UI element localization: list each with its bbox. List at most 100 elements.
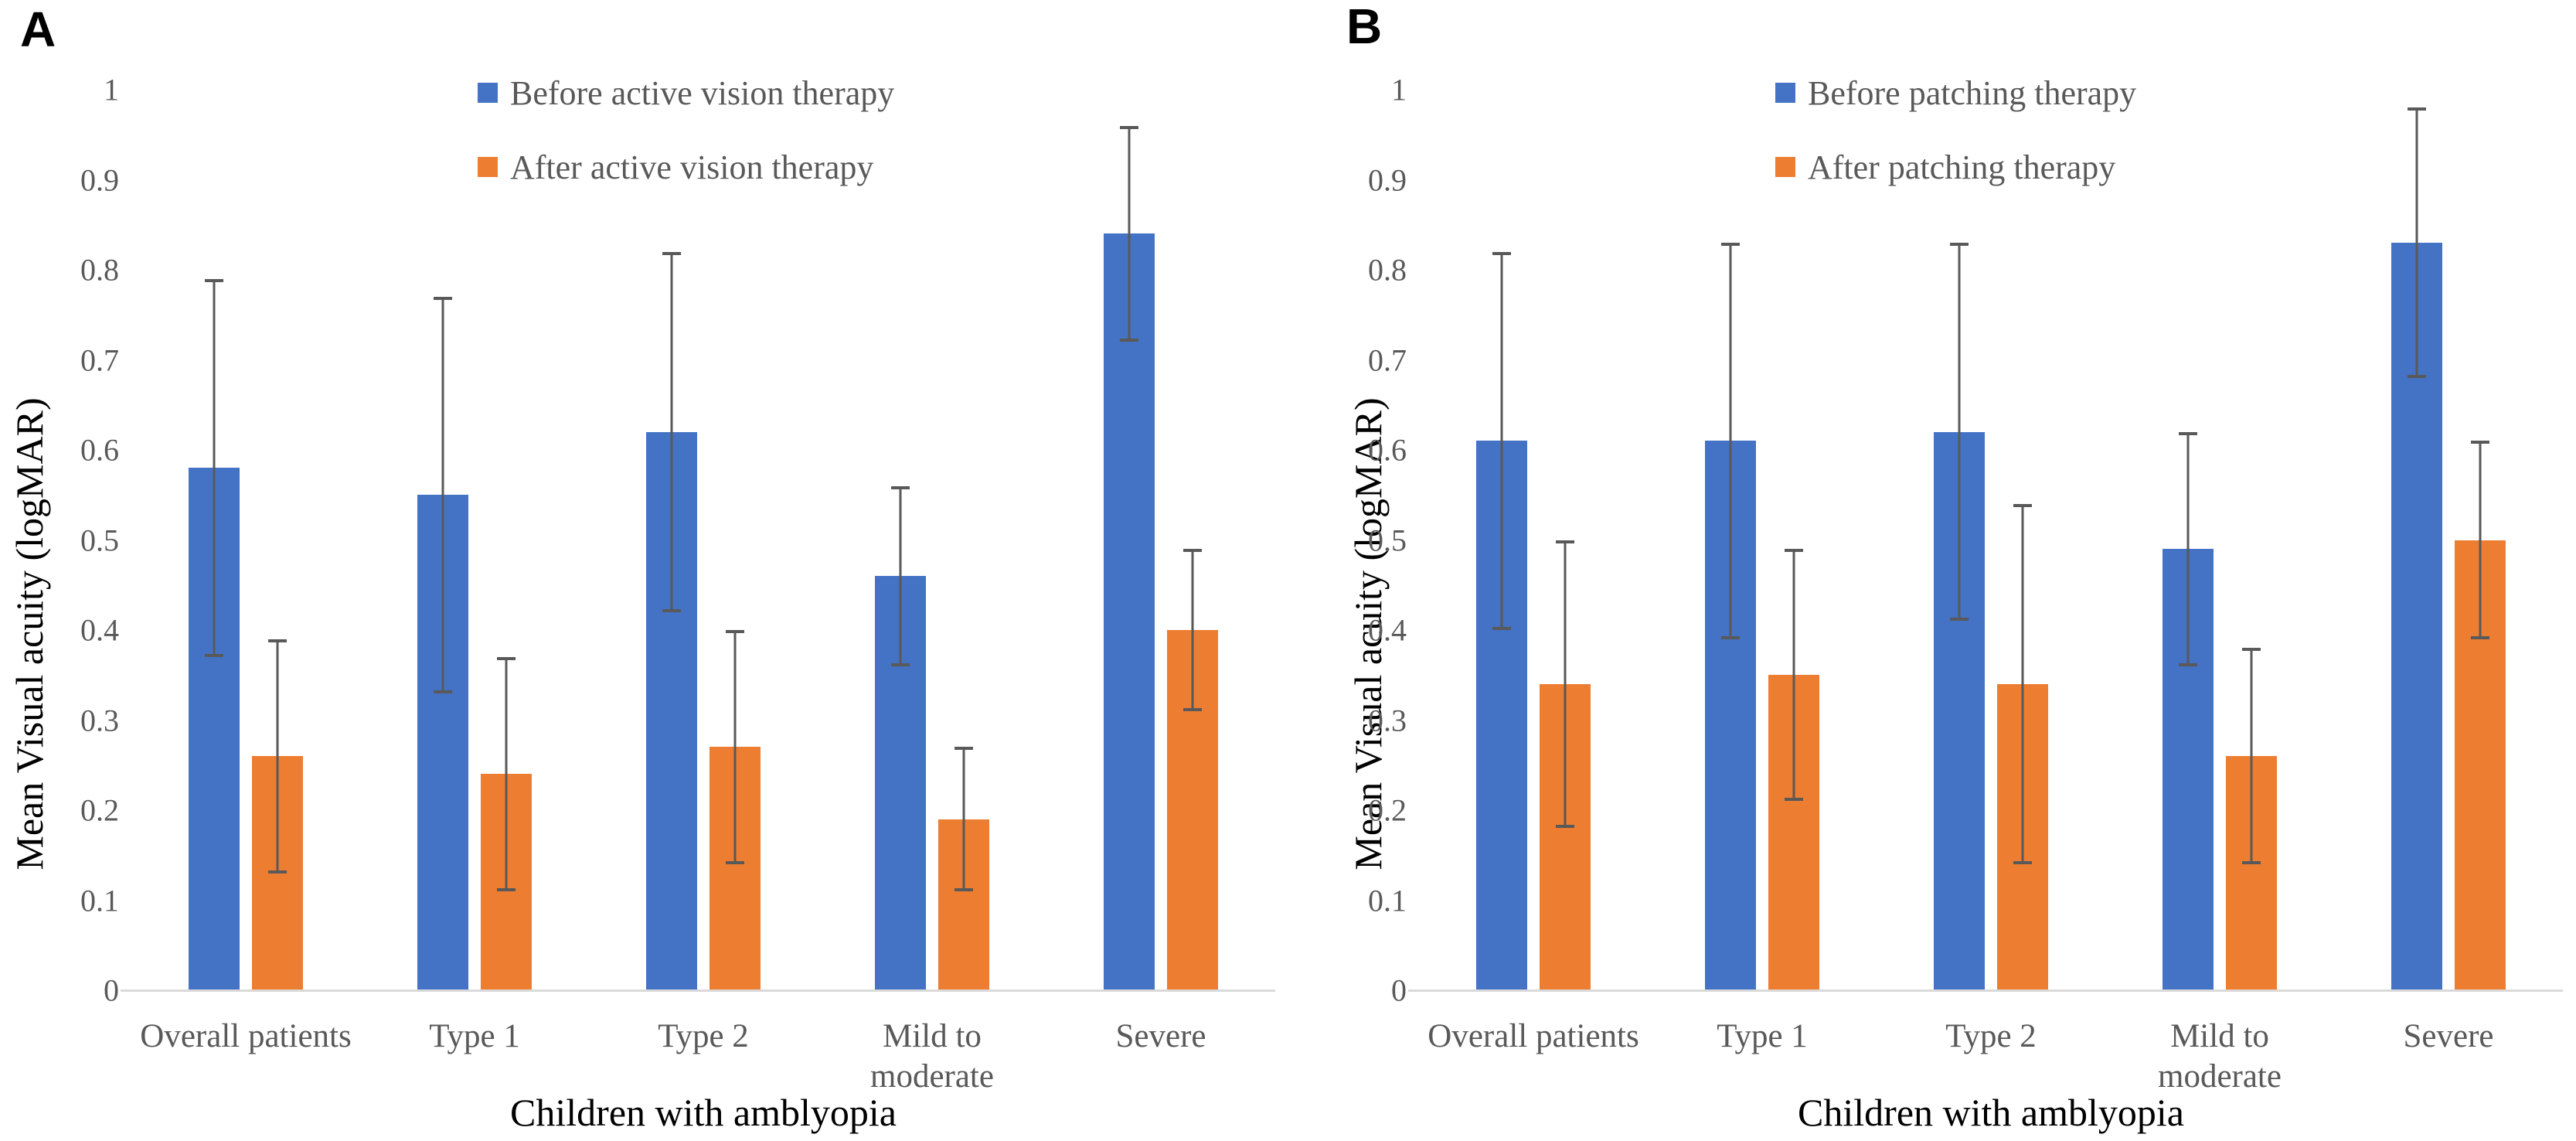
error-bar-line — [899, 485, 902, 666]
category-group-type-1: Type 1 — [360, 90, 589, 1054]
error-bar-cap-bot — [1120, 339, 1138, 342]
panel-A: A Before active vision therapy After act… — [8, 2, 1275, 1134]
error-bar-after-mild-to-moderate — [2242, 648, 2261, 864]
error-bar-cap-bot — [268, 870, 287, 874]
error-bar-cap-top — [662, 251, 681, 255]
error-bar-line — [1564, 540, 1567, 829]
error-bar-before-type-1 — [1721, 243, 1740, 639]
error-bar-cap-bot — [1785, 798, 1803, 802]
category-group-mild-to-moderate: Mild to moderate — [2105, 90, 2334, 1095]
error-bar-cap-bot — [891, 662, 910, 666]
error-bar-cap-bot — [1492, 626, 1511, 630]
error-bar-cap-bot — [2013, 860, 2032, 864]
error-bar-after-severe — [2471, 441, 2489, 639]
y-tick-label: 0.4 — [80, 612, 119, 648]
error-bar-line — [1500, 251, 1503, 630]
category-group-mild-to-moderate: Mild to moderate — [818, 90, 1046, 1095]
error-bar-cap-bot — [2408, 374, 2426, 378]
error-bar-cap-bot — [2242, 860, 2261, 864]
error-bar-cap-top — [891, 485, 910, 489]
y-tick-label: 0.8 — [1368, 252, 1407, 288]
error-bar-after-type-2 — [2013, 503, 2032, 864]
error-bar-before-overall-patients — [1492, 251, 1511, 630]
y-tick-label: 0.6 — [1368, 432, 1407, 468]
legend-swatch-before — [1775, 83, 1795, 103]
category-group-type-1: Type 1 — [1648, 90, 1877, 1054]
x-axis-title: Children with amblyopia — [510, 1091, 897, 1134]
error-bar-cap-bot — [1183, 707, 1202, 711]
error-bar-cap-bot — [434, 690, 452, 693]
category-group-severe: Severe — [1046, 90, 1275, 1054]
category-label-severe: Severe — [1115, 1018, 1206, 1054]
y-tick-label: 0.9 — [80, 162, 119, 197]
y-tick-label: 0.8 — [80, 252, 119, 288]
legend-swatch-after — [478, 157, 498, 177]
error-bar-before-severe — [1120, 125, 1138, 342]
error-bar-line — [2479, 441, 2482, 639]
y-tick-label: 1 — [104, 72, 119, 107]
error-bar-cap-bot — [1721, 635, 1740, 639]
legend: Before patching therapy After patching t… — [1775, 71, 2136, 189]
legend-label-before: Before active vision therapy — [510, 73, 895, 112]
error-bar-line — [441, 296, 444, 693]
legend-item-before: Before patching therapy — [1775, 71, 2136, 114]
error-bar-cap-bot — [1950, 618, 1969, 622]
legend: Before active vision therapy After activ… — [478, 71, 894, 189]
category-label-type-1: Type 1 — [1717, 1018, 1808, 1054]
error-bar-line — [1729, 243, 1732, 639]
error-bar-cap-bot — [955, 887, 973, 891]
error-bar-line — [670, 251, 673, 612]
error-bar-cap-bot — [497, 887, 516, 891]
error-bar-line — [2250, 648, 2253, 864]
error-bar-line — [1958, 243, 1961, 622]
error-bar-after-mild-to-moderate — [955, 747, 973, 891]
category-label-type-2: Type 2 — [1945, 1018, 2037, 1054]
y-tick-label: 0.7 — [80, 342, 119, 377]
error-bar-cap-top — [1183, 549, 1202, 553]
error-bar-line — [505, 656, 508, 891]
error-bar-cap-bot — [1556, 825, 1574, 829]
error-bar-cap-top — [2013, 503, 2032, 507]
y-axis: 1 0.9 0.8 0.7 0.6 0.5 0.4 0.3 0.2 0.1 0 — [80, 73, 1275, 1008]
panel-label-A: A — [20, 2, 56, 57]
error-bar-cap-top — [1785, 549, 1803, 553]
error-bar-cap-top — [726, 630, 744, 633]
y-tick-label: 0.2 — [80, 792, 119, 828]
error-bar-before-mild-to-moderate — [2179, 431, 2197, 666]
legend-swatch-before — [478, 83, 498, 103]
category-label-type-2: Type 2 — [658, 1018, 749, 1054]
error-bar-after-type-1 — [497, 656, 516, 891]
category-group-overall-patients: Overall patients — [131, 90, 360, 1054]
bar-groups: Overall patients Type 1 Type 2 Mild to mode… — [131, 90, 1275, 1095]
y-tick-label: 1 — [1391, 72, 1407, 107]
error-bar-line — [1792, 549, 1795, 802]
category-label-severe: Severe — [2403, 1018, 2494, 1054]
y-axis: 1 0.9 0.8 0.7 0.6 0.5 0.4 0.3 0.2 0.1 0 — [1368, 73, 2563, 1008]
error-bar-cap-bot — [2179, 662, 2197, 666]
error-bar-cap-top — [955, 747, 973, 751]
category-label-overall-patients: Overall patients — [140, 1018, 352, 1054]
error-bar-cap-top — [2471, 441, 2489, 444]
plot-area: 1 0.9 0.8 0.7 0.6 0.5 0.4 0.3 0.2 0.1 0 Overall pa… — [1368, 73, 2563, 1095]
error-bar-line — [733, 630, 737, 864]
error-bar-line — [1191, 549, 1194, 711]
error-bar-cap-bot — [662, 608, 681, 612]
y-tick-label: 0.6 — [80, 432, 119, 468]
x-axis-title: Children with amblyopia — [1798, 1091, 2184, 1134]
error-bar-before-overall-patients — [205, 278, 223, 657]
error-bar-cap-bot — [726, 860, 744, 864]
error-bar-cap-top — [268, 639, 287, 642]
y-tick-label: 0.3 — [1368, 703, 1407, 737]
error-bar-before-type-1 — [434, 296, 452, 693]
error-bar-cap-top — [1556, 540, 1574, 543]
error-bar-cap-top — [2179, 431, 2197, 435]
y-tick-label: 0.2 — [1368, 792, 1407, 828]
error-bar-after-overall-patients — [268, 639, 287, 874]
category-label-mild-to-moderate: Mild to moderate — [870, 1018, 994, 1095]
x-axis-line — [1408, 989, 2563, 992]
y-tick-label: 0 — [1391, 972, 1407, 1008]
error-bar-line — [2021, 503, 2024, 864]
y-tick-label: 0.5 — [80, 523, 119, 557]
plot-area: 1 0.9 0.8 0.7 0.6 0.5 0.4 0.3 0.2 0.1 0 Overall pa… — [80, 73, 1275, 1095]
error-bar-line — [962, 747, 965, 891]
